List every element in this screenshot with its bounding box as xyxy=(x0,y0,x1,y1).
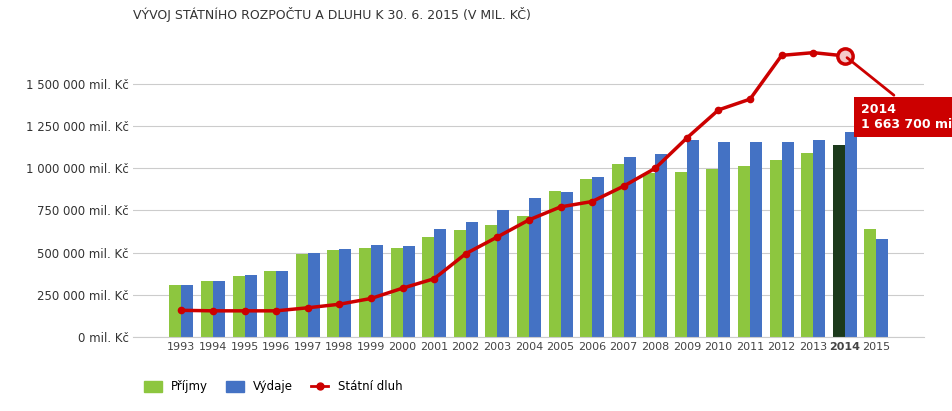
Bar xyxy=(623,157,635,337)
Bar xyxy=(863,229,876,337)
Bar xyxy=(832,145,844,337)
Bar xyxy=(339,249,351,337)
Bar xyxy=(812,140,824,337)
Bar xyxy=(264,271,276,337)
Bar xyxy=(466,222,477,337)
Bar xyxy=(370,245,383,337)
Bar xyxy=(402,246,414,337)
Bar xyxy=(674,172,686,337)
Bar xyxy=(485,225,497,337)
Bar xyxy=(434,229,446,337)
Bar xyxy=(169,285,181,337)
Bar xyxy=(548,191,560,337)
Bar xyxy=(643,173,655,337)
Bar xyxy=(876,239,887,337)
Bar xyxy=(769,160,781,337)
Bar xyxy=(212,281,225,337)
Bar xyxy=(232,276,245,337)
Bar xyxy=(749,142,762,337)
Bar xyxy=(390,248,402,337)
Bar xyxy=(737,166,749,337)
Bar xyxy=(844,132,856,337)
Bar xyxy=(516,216,528,337)
Bar xyxy=(611,164,623,337)
Bar xyxy=(781,142,793,337)
Bar xyxy=(245,275,256,337)
Legend: Příjmy, Výdaje, Státní dluh: Příjmy, Výdaje, Státní dluh xyxy=(139,376,407,398)
Text: 2014
1 663 700 mil. Kč: 2014 1 663 700 mil. Kč xyxy=(846,58,952,131)
Bar xyxy=(560,192,572,337)
Bar xyxy=(201,281,212,337)
Bar xyxy=(422,237,434,337)
Bar xyxy=(276,270,288,337)
Bar xyxy=(181,285,193,337)
Bar xyxy=(801,152,812,337)
Bar xyxy=(655,154,666,337)
Bar xyxy=(497,210,508,337)
Bar xyxy=(705,169,718,337)
Bar xyxy=(718,142,730,337)
Bar xyxy=(307,253,320,337)
Bar xyxy=(453,231,466,337)
Bar xyxy=(528,199,541,337)
Text: VÝVOJ STÁTNÍHO ROZPOČTU A DLUHU K 30. 6. 2015 (V MIL. KČ): VÝVOJ STÁTNÍHO ROZPOČTU A DLUHU K 30. 6.… xyxy=(133,7,530,22)
Bar xyxy=(295,254,307,337)
Bar xyxy=(686,140,698,337)
Bar xyxy=(591,176,604,337)
Bar xyxy=(359,248,370,337)
Bar xyxy=(580,179,591,337)
Bar xyxy=(327,250,339,337)
